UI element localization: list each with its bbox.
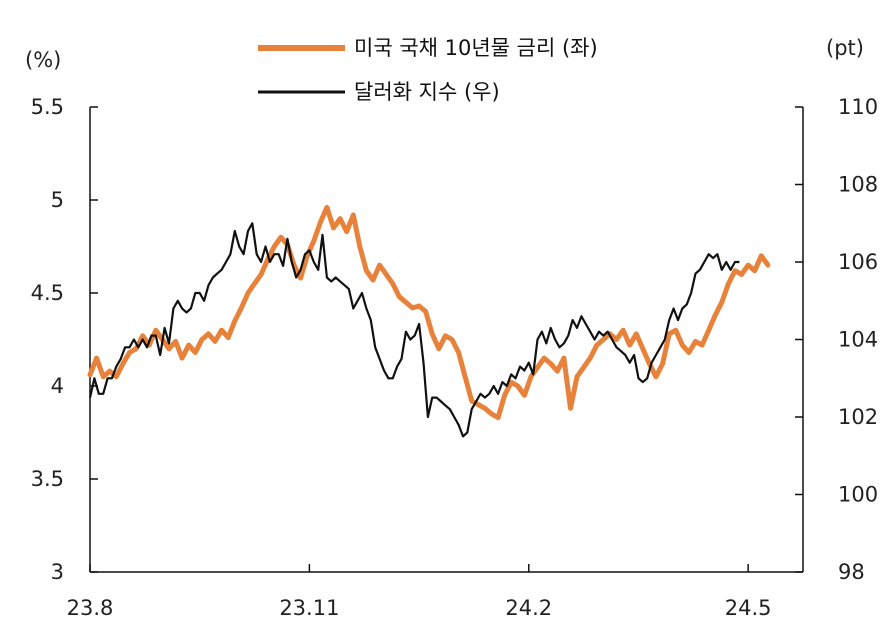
legend-label-dollar: 달러화 지수 (우) bbox=[354, 80, 500, 104]
right-tick-label: 106 bbox=[838, 250, 878, 274]
left-tick-label: 3.5 bbox=[31, 467, 64, 491]
left-tick-label: 5 bbox=[51, 188, 64, 212]
right-tick-label: 108 bbox=[838, 173, 878, 197]
right-tick-label: 102 bbox=[838, 405, 878, 429]
x-tick-label: 23.8 bbox=[67, 596, 114, 620]
right-tick-label: 100 bbox=[838, 483, 878, 507]
series-line-treasury-yield bbox=[87, 204, 771, 421]
x-tick-label: 24.2 bbox=[505, 596, 552, 620]
right-tick-label: 98 bbox=[838, 560, 865, 584]
right-axis-ticks: 110 108 106 104 102 100 98 bbox=[795, 95, 878, 584]
x-tick-label: 24.5 bbox=[725, 596, 772, 620]
left-tick-label: 3 bbox=[51, 560, 64, 584]
x-axis-ticks: 23.8 23.11 24.2 24.5 bbox=[67, 564, 772, 620]
left-tick-label: 4 bbox=[51, 374, 64, 398]
left-axis-unit: (%) bbox=[25, 48, 61, 72]
right-axis-unit: (pt) bbox=[826, 36, 864, 60]
legend: 미국 국채 10년물 금리 (좌) 달러화 지수 (우) bbox=[258, 36, 598, 104]
right-tick-label: 110 bbox=[838, 95, 878, 119]
x-tick-label: 23.11 bbox=[279, 596, 339, 620]
legend-label-treasury: 미국 국채 10년물 금리 (좌) bbox=[354, 36, 598, 60]
right-tick-label: 104 bbox=[838, 328, 878, 352]
series-line-dollar-index bbox=[88, 222, 740, 438]
left-tick-label: 4.5 bbox=[31, 281, 64, 305]
left-tick-label: 5.5 bbox=[31, 95, 64, 119]
left-axis-ticks: 5.5 5 4.5 4 3.5 3 bbox=[31, 95, 98, 584]
